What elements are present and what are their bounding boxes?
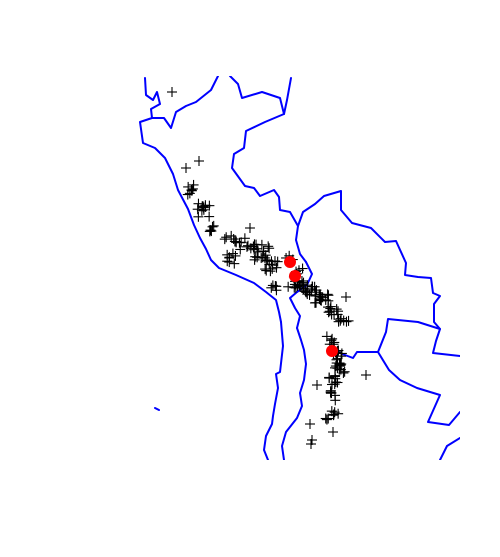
plus-marker	[208, 220, 219, 231]
plus-marker	[320, 294, 331, 305]
plus-marker	[325, 301, 336, 312]
plus-marker	[265, 266, 276, 277]
plus-marker	[198, 202, 209, 213]
plus-marker	[330, 377, 341, 388]
border-paraguay-argentina	[377, 351, 460, 426]
observation-markers	[167, 87, 371, 449]
plus-marker	[266, 282, 277, 293]
plus-marker	[309, 281, 320, 292]
border-chile-bolivia	[281, 327, 307, 460]
highlight-site-marker	[326, 345, 338, 357]
border-ecuador	[151, 76, 219, 129]
island-fragment	[154, 407, 160, 411]
plus-marker	[339, 366, 350, 377]
plus-marker	[252, 243, 263, 254]
country-borders	[139, 76, 460, 460]
plus-marker	[324, 372, 335, 383]
plus-marker	[333, 408, 344, 419]
plus-marker	[261, 255, 272, 266]
plus-marker	[222, 256, 233, 267]
plus-marker	[204, 211, 215, 222]
border-peru-coast	[139, 77, 282, 323]
plus-marker	[221, 232, 232, 243]
plus-marker	[219, 234, 230, 245]
plus-marker	[323, 290, 334, 301]
plus-marker	[261, 265, 272, 276]
plus-marker	[331, 304, 342, 315]
plus-marker	[305, 419, 315, 429]
plus-marker	[301, 287, 312, 298]
plus-marker	[271, 262, 282, 273]
plus-marker	[184, 188, 195, 199]
plus-marker	[197, 201, 208, 212]
plus-marker	[194, 156, 204, 166]
plus-marker	[283, 281, 294, 292]
plus-marker	[229, 258, 240, 269]
plus-marker	[206, 226, 217, 237]
plus-marker	[235, 244, 246, 255]
plus-marker	[188, 179, 199, 190]
border-brazil-bolivia	[297, 190, 460, 357]
plus-marker	[336, 358, 347, 369]
plus-marker	[226, 230, 237, 241]
plus-marker	[327, 333, 338, 344]
plus-marker	[207, 221, 218, 232]
plus-marker	[227, 248, 238, 259]
plus-marker	[322, 289, 333, 300]
plus-marker	[229, 236, 240, 247]
border-bolivia-paraguay	[335, 318, 441, 359]
plus-marker	[331, 358, 342, 369]
plus-marker	[314, 291, 325, 302]
plus-marker	[302, 289, 313, 300]
plus-marker	[181, 163, 191, 173]
plus-marker	[307, 435, 317, 445]
plus-marker	[193, 211, 204, 222]
map-frame	[139, 76, 460, 460]
plus-marker	[250, 251, 261, 262]
plus-marker	[341, 292, 351, 302]
plus-marker	[311, 297, 322, 308]
plus-marker	[306, 439, 316, 449]
plus-marker	[338, 367, 349, 378]
plus-marker	[321, 414, 332, 425]
highlight-site-marker	[284, 256, 296, 268]
highlight-site-marker	[289, 270, 301, 282]
plus-marker	[271, 281, 282, 292]
plus-marker	[204, 200, 215, 211]
plus-marker	[167, 87, 177, 97]
plus-marker	[312, 380, 322, 390]
plus-marker	[321, 331, 332, 342]
border-chile-coast	[263, 321, 284, 460]
plus-marker	[242, 240, 253, 251]
plus-marker	[328, 427, 338, 437]
plus-marker	[231, 237, 242, 248]
border-peru-north	[283, 77, 292, 115]
plus-marker	[326, 387, 337, 398]
plus-marker	[333, 314, 344, 325]
plus-marker	[264, 243, 275, 254]
plus-marker	[330, 395, 341, 406]
plus-marker	[329, 371, 340, 382]
plus-marker	[256, 239, 267, 250]
plus-marker	[230, 250, 241, 261]
plus-marker	[323, 413, 334, 424]
border-argentina-east	[439, 437, 460, 460]
border-peru-bolivia	[289, 261, 313, 329]
plus-marker	[263, 241, 274, 252]
border-peru-brazil	[229, 76, 307, 263]
plus-marker	[338, 315, 349, 326]
plus-marker	[300, 286, 311, 297]
highlight-markers	[284, 256, 338, 357]
plus-marker	[361, 370, 371, 380]
plus-marker	[245, 223, 255, 233]
plus-marker	[328, 409, 339, 420]
plus-marker	[182, 189, 193, 200]
